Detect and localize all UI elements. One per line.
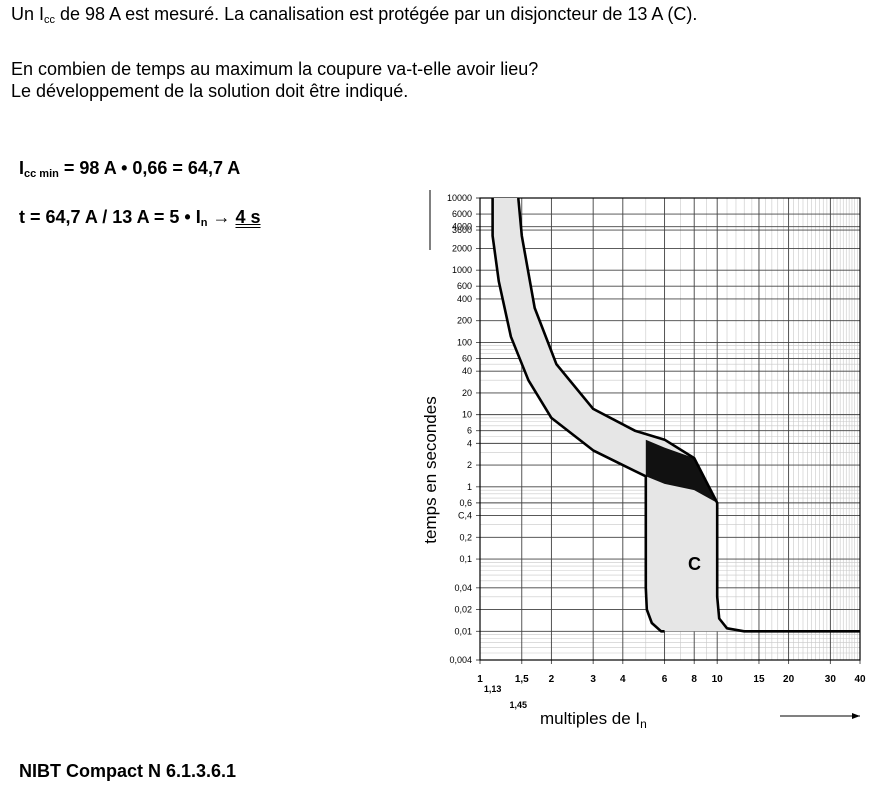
tripping-band-area — [492, 198, 860, 632]
y-tick-label: 200 — [457, 316, 472, 326]
y-tick-label: 2 — [467, 460, 472, 470]
x-tick-label: 15 — [753, 674, 765, 685]
x-tick-label: 8 — [691, 674, 697, 685]
y-tick-label: 0,004 — [449, 655, 472, 665]
y-tick-label: 2000 — [452, 243, 472, 253]
y-tick-label: 20 — [462, 388, 472, 398]
y-tick-label: 40 — [462, 366, 472, 376]
curve-label: C — [688, 554, 701, 574]
question-line-3: Le développement de la solution doit êtr… — [11, 81, 409, 101]
x-tick-label: 40 — [854, 674, 866, 685]
y-tick-label: 0,1 — [459, 554, 472, 564]
y-tick-label: 0,6 — [459, 498, 472, 508]
y-tick-label: 1 — [467, 482, 472, 492]
solution-result: 4 s — [235, 207, 261, 227]
x-tick-label: 1,5 — [515, 674, 529, 685]
tripping-curves — [491, 197, 860, 633]
x-tick-label: 10 — [712, 674, 724, 685]
y-tick-label: 0,04 — [454, 583, 472, 593]
y-tick-label: 100 — [457, 337, 472, 347]
plot-frame — [479, 197, 861, 661]
tripping-band — [492, 198, 860, 632]
y-tick-label: 1000 — [452, 265, 472, 275]
curve-min — [491, 198, 665, 633]
x-axis-arrowhead — [852, 713, 860, 719]
arrow-icon: → — [207, 207, 236, 227]
y-tick-label: 3600 — [452, 225, 472, 235]
y-tick-label: 60 — [462, 353, 472, 363]
y-tick-label: 0,01 — [454, 626, 472, 636]
grid-major — [476, 197, 861, 664]
y-tick-label: 4000 — [452, 222, 472, 232]
x-tick-label: 30 — [825, 674, 837, 685]
y-tick-label: C,4 — [458, 511, 472, 521]
x-tick-labels: 1 1,5 2 3 4 6 8 10 15 20 30 40 1,13 1,45 — [477, 674, 866, 710]
y-tick-label: 0,2 — [459, 532, 472, 542]
y-axis-label: temps en secondes — [421, 396, 440, 543]
x-tick-label: 3 — [590, 674, 596, 685]
x-tick-label: 1 — [477, 674, 483, 685]
y-tick-label: 10000 — [447, 193, 472, 203]
y-tick-label: 10 — [462, 410, 472, 420]
y-tick-label: 400 — [457, 294, 472, 304]
y-tick-label: 0,02 — [454, 605, 472, 615]
tripping-band-dark — [645, 439, 718, 503]
x-tick-label: 2 — [549, 674, 555, 685]
x-tick-label: 6 — [662, 674, 668, 685]
solution-equation-1: Icc min = 98 A • 0,66 = 64,7 A — [19, 158, 241, 180]
x-tick-label-extra: 1,45 — [510, 700, 528, 710]
y-tick-label: 4 — [467, 438, 472, 448]
question-line-1: Un Icc de 98 A est mesuré. La canalisati… — [11, 4, 698, 26]
x-tick-label: 4 — [620, 674, 626, 685]
x-axis-label: multiples de In — [540, 709, 647, 730]
x-tick-label: 20 — [783, 674, 795, 685]
x-tick-label-extra: 1,13 — [484, 684, 502, 694]
y-tick-label: 6 — [467, 426, 472, 436]
y-tick-label: 600 — [457, 281, 472, 291]
question-line-2: En combien de temps au maximum la coupur… — [11, 59, 539, 79]
solution-equation-2: t = 64,7 A / 13 A = 5 • In → 4 s — [19, 207, 261, 229]
y-tick-label: 6000 — [452, 209, 472, 219]
reference-label: NIBT Compact N 6.1.3.6.1 — [19, 761, 237, 781]
curve-max — [517, 197, 860, 633]
